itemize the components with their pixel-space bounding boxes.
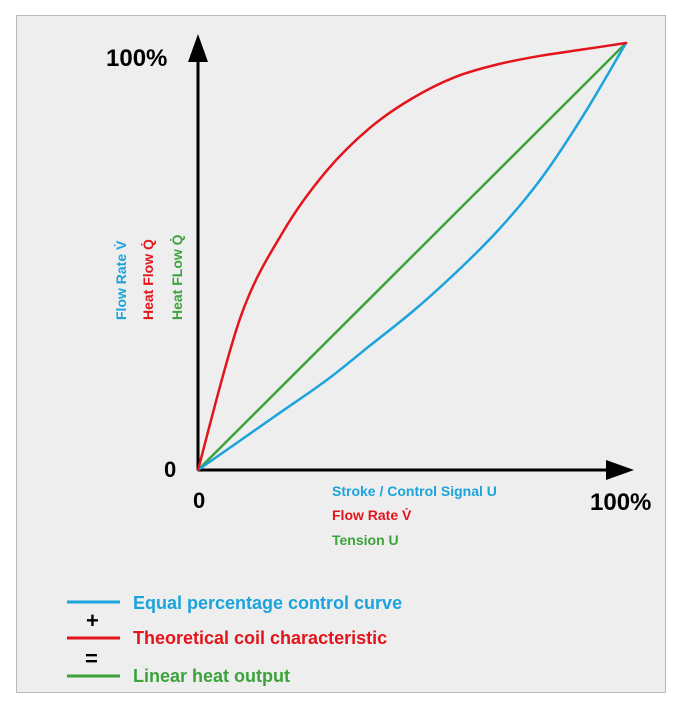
x-axis-arrowhead [606, 460, 634, 480]
x-axis-origin-label: 0 [193, 488, 205, 513]
legend-operator-equals: = [85, 646, 98, 671]
y-axis-caption-flow-rate: Flow Rate V̇ [113, 240, 129, 320]
chart-panel [16, 15, 666, 693]
legend-label-theoretical-coil: Theoretical coil characteristic [133, 628, 387, 648]
x-axis-caption-flow-rate: Flow Rate V̇ [332, 507, 412, 523]
y-axis-max-label: 100% [106, 45, 167, 72]
legend-label-equal-percentage: Equal percentage control curve [133, 593, 402, 613]
series-line-linear-heat [196, 41, 628, 472]
series-line-theoretical-coil [196, 41, 628, 472]
x-axis-caption-stroke: Stroke / Control Signal U [332, 483, 497, 499]
series-line-equal-percentage [196, 41, 628, 472]
x-axis-max-label: 100% [590, 489, 651, 516]
legend-operator-plus: + [86, 608, 99, 633]
series-layer [196, 41, 628, 472]
y-axis-caption-heat-flow-green: Heat FLow Q̇ [169, 234, 185, 320]
legend: Equal percentage control curve + Theoret… [67, 593, 402, 686]
x-axis-caption-tension: Tension U [332, 532, 399, 548]
legend-label-linear-heat: Linear heat output [133, 666, 290, 686]
y-axis-arrowhead [188, 34, 208, 62]
y-axis-origin-label: 0 [164, 457, 176, 482]
y-axis-caption-heat-flow: Heat Flow Q̇ [140, 239, 156, 320]
